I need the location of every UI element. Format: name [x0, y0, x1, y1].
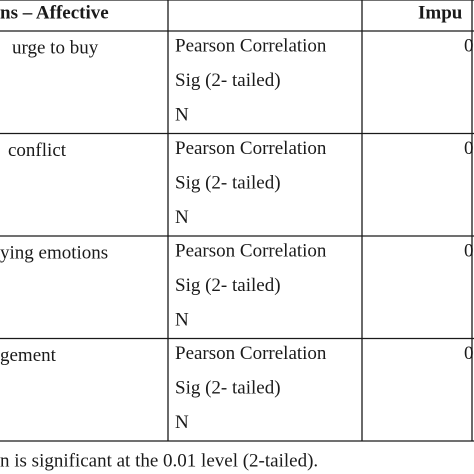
row-label: ying emotions	[0, 242, 108, 263]
row-label: conflict	[8, 140, 67, 161]
footnote: n is significant at the 0.01 level (2-ta…	[0, 450, 318, 471]
stat-label: N	[175, 104, 189, 125]
value-cell: 0	[464, 138, 474, 159]
value-cell: 0	[464, 240, 474, 261]
stat-label: Pearson Correlation	[175, 138, 327, 159]
value-cell: 0	[464, 343, 474, 364]
stat-label: Pearson Correlation	[175, 343, 327, 364]
stat-label: Pearson Correlation	[175, 240, 327, 261]
header-cell: Impu	[418, 2, 463, 23]
stat-label: Pearson Correlation	[175, 35, 327, 56]
stat-label: Sig (2- tailed)	[175, 275, 281, 296]
stat-label: Sig (2- tailed)	[175, 172, 281, 193]
row-label: urge to buy	[12, 37, 99, 58]
stat-label: Sig (2- tailed)	[175, 70, 281, 91]
value-cell: 0	[464, 35, 474, 56]
row-label: gement	[0, 345, 57, 366]
stat-label: N	[175, 207, 189, 228]
stat-label: Sig (2- tailed)	[175, 377, 281, 398]
header-cell: ns – Affective	[0, 2, 109, 23]
stat-label: N	[175, 412, 189, 433]
stat-label: N	[175, 309, 189, 330]
